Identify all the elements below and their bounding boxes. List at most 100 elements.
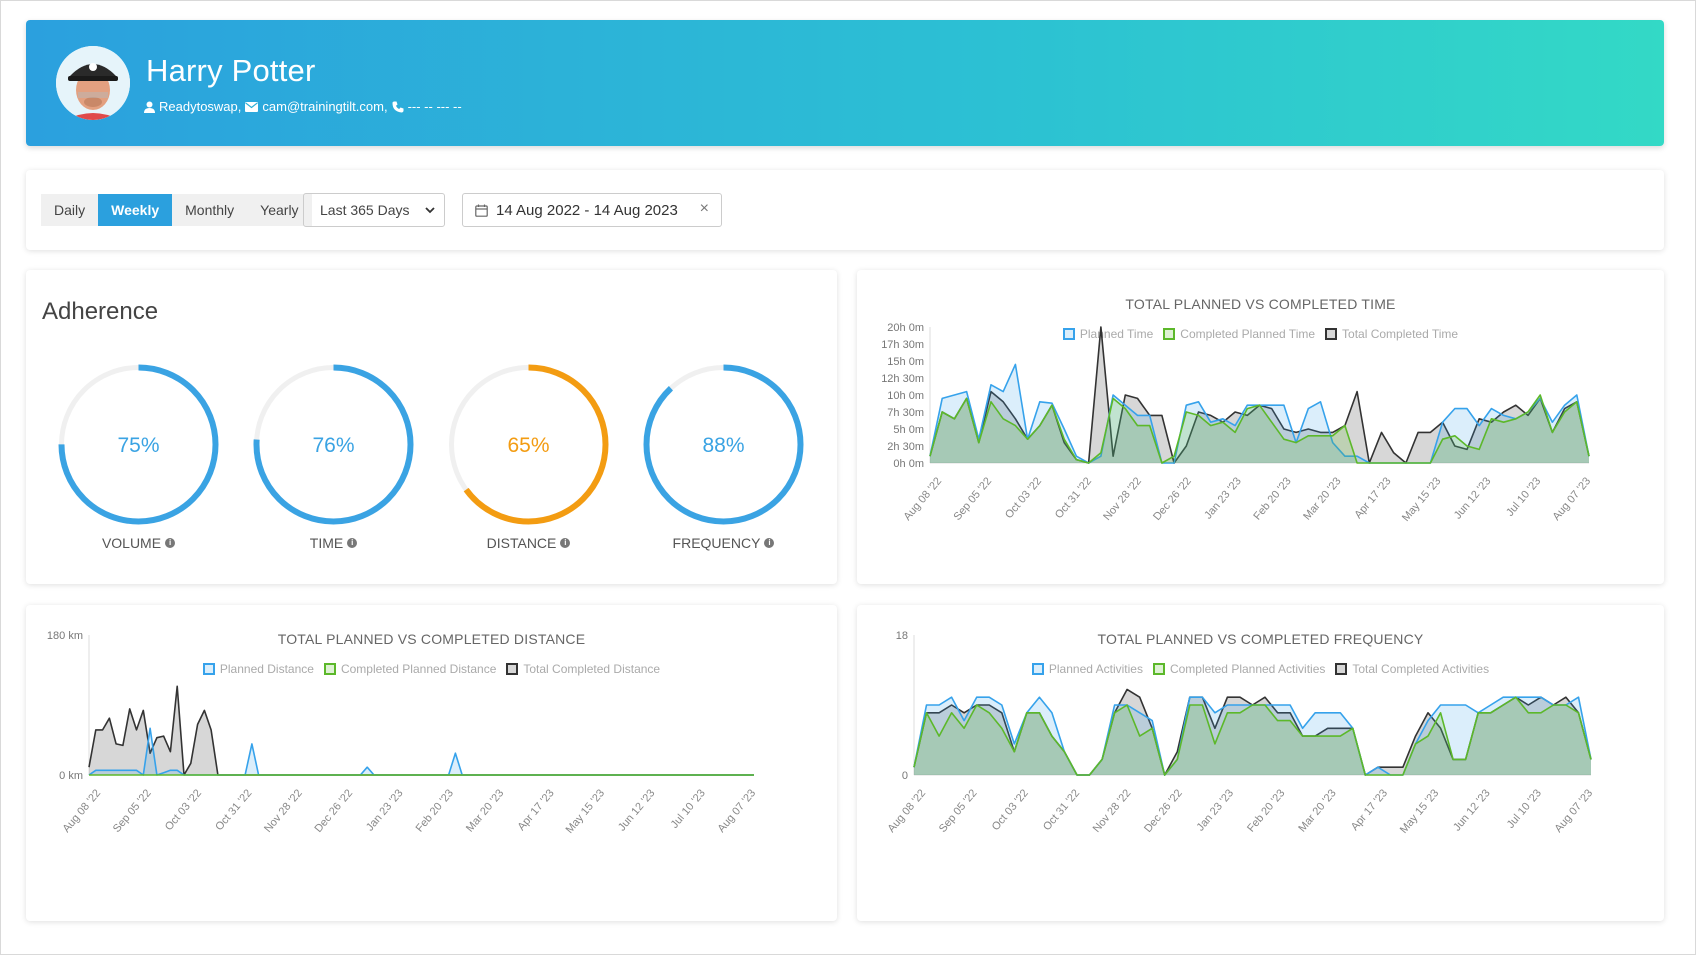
- legend-swatch: [202, 663, 215, 675]
- y-tick-label: 12h 30m: [881, 373, 924, 385]
- x-tick-label: May 15 '23: [1400, 475, 1444, 524]
- period-toggle-group: Daily Weekly Monthly Yearly: [41, 194, 312, 226]
- x-tick-label: Aug 08 '22: [902, 475, 945, 523]
- gauge-distance: 65%: [448, 364, 609, 525]
- gauge-label-text: VOLUME: [101, 535, 162, 551]
- date-range-picker[interactable]: 14 Aug 2022 - 14 Aug 2023 ×: [462, 193, 722, 227]
- x-tick-label: Nov 28 '22: [1101, 475, 1144, 523]
- legend-swatch: [1325, 328, 1338, 340]
- gauge-label-text: TIME: [309, 535, 344, 551]
- x-tick-label: Mar 20 '23: [464, 787, 506, 834]
- x-tick-label: Oct 03 '22: [990, 787, 1031, 833]
- series-line: [913, 696, 1592, 776]
- y-tick-label: 0h 0m: [893, 458, 924, 470]
- x-tick-label: Apr 17 '23: [1352, 475, 1393, 521]
- info-icon[interactable]: i: [764, 538, 775, 548]
- legend-item[interactable]: Completed Planned Distance: [323, 662, 496, 676]
- clear-date-icon[interactable]: ×: [699, 200, 709, 217]
- gauge-arc: [643, 364, 804, 525]
- info-icon[interactable]: i: [560, 538, 571, 548]
- legend-label: Planned Distance: [219, 662, 314, 676]
- gauge-label-text: DISTANCE: [486, 535, 557, 551]
- legend-item[interactable]: Total Completed Time: [1325, 327, 1458, 341]
- legend-item[interactable]: Planned Activities: [1031, 662, 1143, 676]
- x-tick-label: Oct 31 '22: [1041, 787, 1082, 833]
- x-tick-label: Oct 31 '22: [213, 787, 254, 833]
- x-tick-label: Aug 07 '23: [1551, 475, 1594, 523]
- x-tick-label: Dec 26 '22: [1151, 475, 1194, 523]
- chart-title: TOTAL PLANNED VS COMPLETED FREQUENCY: [1097, 631, 1424, 647]
- legend-swatch: [1152, 663, 1165, 675]
- legend-swatch: [323, 663, 336, 675]
- info-icon[interactable]: i: [347, 538, 358, 548]
- x-tick-label: Aug 08 '22: [886, 787, 929, 835]
- legend-item[interactable]: Total Completed Distance: [506, 662, 660, 676]
- legend-label: Completed Planned Time: [1180, 327, 1316, 341]
- info-icon[interactable]: i: [165, 538, 176, 548]
- x-tick-label: Aug 07 '23: [1553, 787, 1596, 835]
- range-select[interactable]: Last 365 Days: [303, 193, 445, 227]
- period-button-yearly[interactable]: Yearly: [260, 202, 299, 218]
- legend-swatch: [506, 663, 519, 675]
- period-button-monthly[interactable]: Monthly: [185, 202, 235, 218]
- legend-item[interactable]: Completed Planned Activities: [1152, 662, 1326, 676]
- x-tick-label: Oct 03 '22: [163, 787, 204, 833]
- x-tick-label: Sep 05 '22: [951, 475, 994, 523]
- phone[interactable]: --- -- --- --: [407, 99, 462, 114]
- chart-title: TOTAL PLANNED VS COMPLETED DISTANCE: [277, 631, 586, 647]
- legend-label: Total Completed Activities: [1352, 662, 1490, 676]
- adherence-card: Adherence 75% VOLUME i 76% TIME i 65% DISTANCE i…: [26, 270, 837, 584]
- period-button-weekly[interactable]: Weekly: [98, 194, 173, 226]
- y-tick-label: 5h 0m: [893, 424, 924, 436]
- x-tick-label: Dec 26 '22: [1142, 787, 1185, 835]
- adherence-title: Adherence: [42, 298, 159, 325]
- chart-legend: Planned Distance Completed Planned Distan…: [26, 662, 837, 676]
- series-area: [914, 697, 1591, 775]
- email[interactable]: cam@trainingtilt.com,: [262, 99, 388, 114]
- frequency-chart-card: TOTAL PLANNED VS COMPLETED FREQUENCY Pla…: [857, 605, 1664, 921]
- x-tick-label: Jul 10 '23: [1504, 475, 1543, 519]
- x-tick-label: Apr 17 '23: [516, 787, 557, 833]
- legend-item[interactable]: Planned Time: [1062, 327, 1154, 341]
- series-area: [89, 728, 754, 775]
- y-tick-label: 7h 30m: [887, 407, 924, 419]
- gauge-value: 65%: [507, 434, 549, 457]
- y-tick-label: 0 km: [59, 770, 83, 782]
- legend-label: Completed Planned Activities: [1169, 662, 1326, 676]
- x-tick-label: Jun 12 '23: [1452, 475, 1494, 521]
- y-tick-label: 2h 30m: [887, 441, 924, 453]
- x-tick-label: Jun 12 '23: [616, 787, 658, 833]
- legend-item[interactable]: Completed Planned Time: [1163, 327, 1315, 341]
- x-tick-label: Jan 23 '23: [1195, 787, 1237, 833]
- gauge-label-text: FREQUENCY: [672, 535, 761, 551]
- user-icon: [144, 101, 155, 113]
- gauge-label-time: TIME i: [251, 535, 416, 551]
- avatar[interactable]: [56, 46, 130, 120]
- legend-swatch: [1062, 328, 1075, 340]
- x-tick-label: Feb 20 '23: [1245, 787, 1287, 834]
- x-tick-label: Jul 10 '23: [669, 787, 708, 831]
- legend-item[interactable]: Total Completed Activities: [1335, 662, 1489, 676]
- period-button-daily[interactable]: Daily: [54, 202, 86, 218]
- x-tick-label: Jan 23 '23: [1202, 475, 1244, 521]
- legend-label: Total Completed Distance: [523, 662, 661, 676]
- filter-bar: Daily Weekly Monthly Yearly Last 365 Days 1…: [26, 170, 1664, 250]
- x-tick-label: May 15 '23: [564, 787, 608, 836]
- x-tick-label: Oct 31 '22: [1053, 475, 1094, 521]
- legend-label: Planned Time: [1079, 327, 1154, 341]
- profile-header: Harry Potter Readytoswap, cam@trainingti…: [26, 20, 1664, 146]
- series-line: [88, 685, 754, 776]
- x-tick-label: Nov 28 '22: [1091, 787, 1134, 835]
- legend-item[interactable]: Planned Distance: [202, 662, 314, 676]
- series-area: [930, 395, 1589, 463]
- gauge-arc: [253, 364, 414, 525]
- gauge-label-frequency: FREQUENCY i: [641, 535, 806, 551]
- x-tick-label: Apr 17 '23: [1349, 787, 1390, 833]
- series-area: [89, 686, 754, 775]
- x-tick-label: Jan 23 '23: [364, 787, 406, 833]
- y-tick-label: 20h 0m: [887, 322, 924, 334]
- gauge-arc: [58, 364, 219, 525]
- x-tick-label: Feb 20 '23: [1251, 475, 1293, 522]
- y-tick-label: 18: [896, 630, 908, 642]
- legend-swatch: [1031, 663, 1044, 675]
